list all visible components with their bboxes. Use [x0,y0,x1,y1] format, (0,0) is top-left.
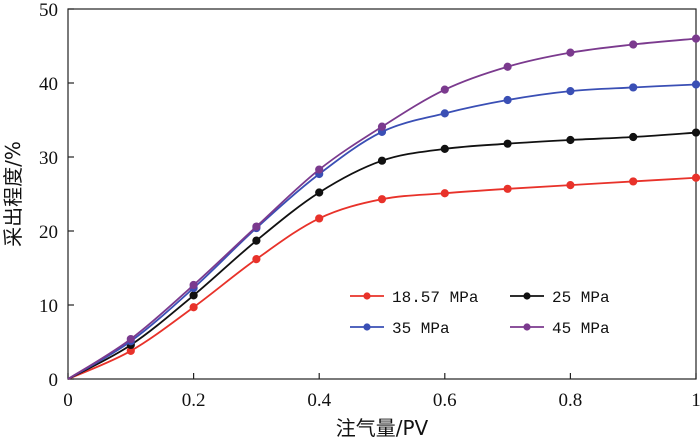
data-point [629,132,638,142]
data-point [440,85,449,94]
data-point [691,80,700,89]
plot-area [67,8,697,380]
series-0 [67,173,700,380]
data-point [440,189,449,198]
series-3 [67,34,700,380]
data-point [566,181,575,190]
x-tick-label: 0 [63,390,73,411]
data-point [377,156,387,165]
legend-item: 35 MPa [350,320,450,338]
legend-item: 18.57 MPa [350,289,479,307]
x-tick-label: 1 [691,390,700,411]
data-point [315,188,324,197]
y-tick-label: 0 [49,370,59,391]
data-point [252,255,261,264]
data-point [315,214,324,223]
data-point [377,122,387,131]
legend-label: 45 MPa [552,320,610,338]
legend-label: 18.57 MPa [392,289,479,307]
y-axis-title: 采出程度/% [1,141,25,247]
y-tick-label: 10 [39,296,58,317]
data-point [189,303,198,312]
data-point [629,40,638,49]
series-1 [67,128,700,380]
data-point [126,334,135,344]
series-line [67,176,697,380]
y-tick-label: 20 [39,222,58,243]
y-tick-label: 50 [39,0,58,21]
y-tick-label: 40 [39,74,58,95]
data-point [440,109,449,118]
x-axis-title: 注气量/PV [336,416,429,439]
legend-label: 25 MPa [552,289,610,307]
data-point [503,95,512,105]
data-point [189,291,198,300]
data-point [503,184,512,193]
legend: 18.57 MPa 25 MPa 35 MPa 45 MPa [350,289,610,338]
series-line [67,83,697,380]
legend-label: 35 MPa [392,320,450,338]
data-point [189,280,198,290]
data-point [566,48,575,57]
data-point [691,34,700,43]
legend-marker [523,323,531,331]
legend-marker [363,323,371,331]
data-point [377,195,387,204]
x-tick-label: 0.4 [307,390,331,411]
data-point [315,165,324,174]
data-point [503,139,512,148]
data-point [629,177,638,186]
series-line [67,131,697,380]
x-tick-label: 0.6 [433,390,457,411]
data-point [440,144,449,153]
x-tick-label: 0.2 [182,390,206,411]
data-point [503,62,512,71]
data-point [566,135,575,145]
legend-marker [363,292,371,300]
series-group [67,34,700,380]
legend-item: 45 MPa [510,320,610,338]
y-tick-label: 30 [39,148,58,169]
data-point [252,222,261,231]
legend-marker [523,292,531,300]
legend-item: 25 MPa [510,289,610,307]
x-tick-label: 0.8 [559,390,583,411]
data-point [691,128,700,137]
data-point [566,87,575,96]
data-point [252,236,261,245]
plot-frame [67,8,697,380]
data-point [691,173,700,182]
data-point [629,83,638,92]
